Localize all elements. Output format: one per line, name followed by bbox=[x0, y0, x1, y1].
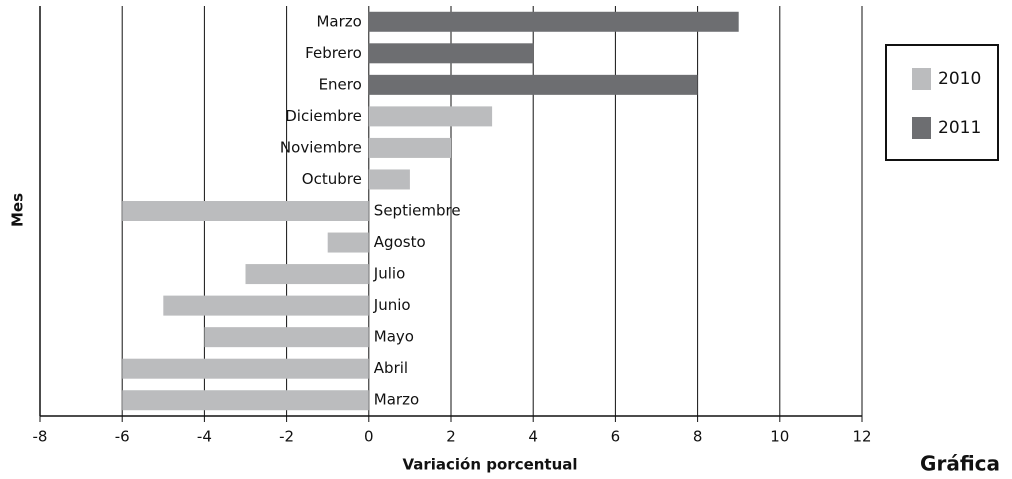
y-tick-label: Febrero bbox=[305, 44, 362, 62]
x-tick-label: 12 bbox=[852, 428, 871, 446]
bar bbox=[163, 295, 369, 316]
bar bbox=[368, 106, 493, 127]
legend-swatch bbox=[912, 117, 931, 139]
legend-swatch bbox=[912, 68, 931, 90]
y-tick-label: Octubre bbox=[302, 170, 362, 188]
x-tick-label: 0 bbox=[364, 428, 374, 446]
bar bbox=[122, 201, 369, 221]
x-tick-label: 8 bbox=[693, 428, 703, 446]
bar bbox=[122, 390, 369, 411]
x-tick-label: -8 bbox=[33, 428, 48, 446]
x-tick-label: -6 bbox=[115, 428, 130, 446]
x-tick-label: -4 bbox=[197, 428, 212, 446]
bar bbox=[368, 74, 698, 95]
y-tick-label: Diciembre bbox=[285, 107, 362, 125]
y-tick-label: Noviembre bbox=[280, 138, 362, 156]
legend-label: 2011 bbox=[938, 118, 981, 138]
y-tick-label: Marzo bbox=[374, 391, 419, 409]
bar bbox=[327, 232, 369, 253]
x-tick-label: 4 bbox=[528, 428, 538, 446]
bar bbox=[368, 11, 739, 32]
x-axis-label: Variación porcentual bbox=[402, 456, 577, 474]
caption: Gráfica bbox=[920, 452, 1000, 476]
bar bbox=[204, 327, 369, 348]
y-tick-label: Agosto bbox=[374, 233, 426, 251]
x-tick-label: 10 bbox=[770, 428, 789, 446]
x-tick-label: 6 bbox=[611, 428, 621, 446]
legend-box bbox=[885, 44, 999, 161]
y-axis-label: Mes bbox=[9, 193, 27, 227]
bar bbox=[368, 137, 451, 158]
y-tick-label: Enero bbox=[319, 75, 362, 93]
y-tick-label: Marzo bbox=[316, 12, 361, 30]
bar bbox=[122, 358, 369, 379]
bar bbox=[368, 169, 410, 190]
y-tick-label: Abril bbox=[374, 359, 408, 377]
y-tick-label: Mayo bbox=[374, 328, 414, 346]
x-tick-label: 2 bbox=[446, 428, 456, 446]
bar bbox=[368, 43, 534, 64]
x-tick-label: -2 bbox=[279, 428, 294, 446]
y-tick-label: Junio bbox=[373, 296, 411, 314]
legend-label: 2010 bbox=[938, 69, 981, 89]
y-tick-label: Julio bbox=[373, 265, 405, 283]
y-tick-label: Septiembre bbox=[374, 202, 461, 220]
bar bbox=[245, 264, 369, 285]
